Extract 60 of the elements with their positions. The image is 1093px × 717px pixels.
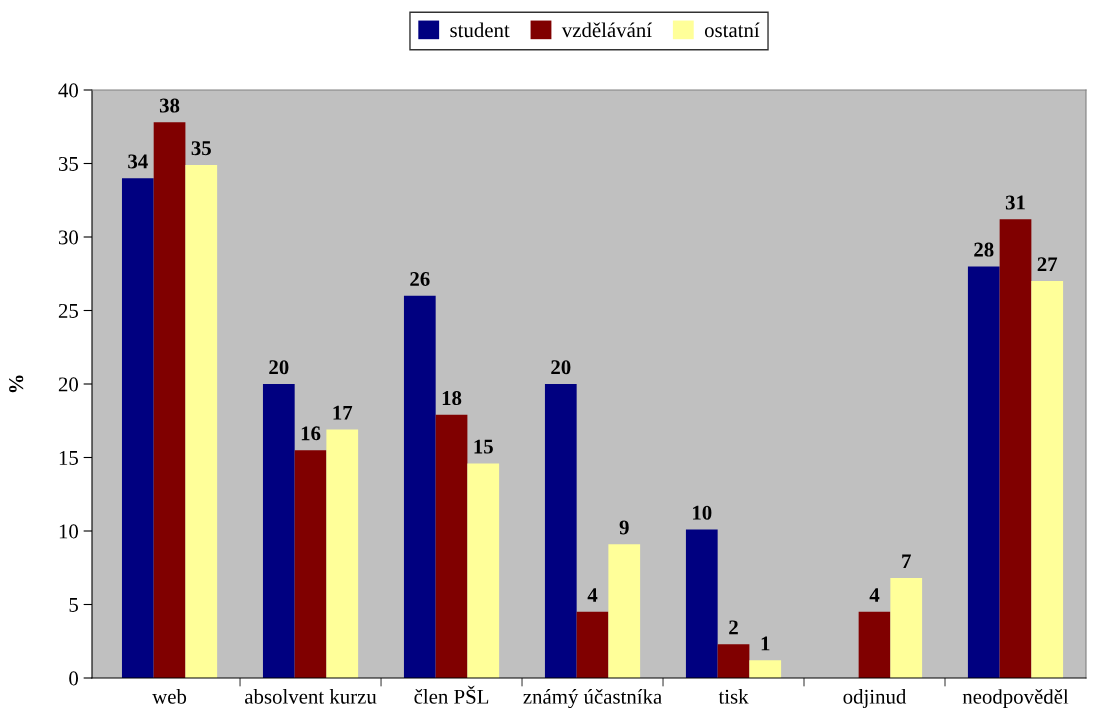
x-tick-label: člen PŠL (414, 685, 489, 704)
y-tick-label: 30 (58, 230, 79, 245)
x-tick-label: tisk (718, 689, 749, 704)
data-label: 28 (974, 242, 994, 257)
data-label: 1 (761, 636, 770, 651)
y-tick-label: 35 (58, 156, 78, 171)
x-tick-label: neodpověděl (962, 689, 1069, 709)
legend-label: vzdělávání (561, 22, 652, 38)
bar (749, 660, 782, 678)
bar (294, 450, 327, 678)
data-label: 38 (159, 98, 180, 113)
data-label: 2 (729, 620, 738, 635)
data-label: 9 (619, 520, 629, 535)
y-tick-label: 15 (59, 450, 78, 465)
bar (185, 164, 218, 678)
bar (576, 611, 609, 678)
bar (717, 644, 750, 678)
bar (999, 219, 1032, 678)
x-tick-label: absolvent kurzu (245, 689, 377, 704)
data-label: 4 (587, 588, 598, 602)
y-tick-label: 5 (69, 598, 78, 612)
data-label: 4 (869, 588, 880, 602)
bar (326, 429, 359, 678)
data-label: 20 (551, 360, 571, 375)
x-tick-label: odjinud (843, 689, 907, 708)
y-tick-label: 10 (59, 524, 79, 539)
bar (435, 414, 468, 678)
bar (262, 384, 295, 678)
legend-label: ostatní (704, 22, 760, 38)
legend-label: student (450, 22, 510, 38)
y-tick-label: 40 (58, 83, 79, 98)
bar (890, 578, 923, 678)
y-axis-title: % (9, 375, 24, 393)
y-tick-label: 0 (69, 671, 79, 686)
data-label: 18 (442, 391, 462, 406)
y-tick-label: 25 (58, 303, 78, 318)
data-label: 31 (1005, 195, 1025, 210)
data-label: 20 (269, 360, 289, 375)
data-label: 34 (128, 154, 148, 169)
data-label: 15 (474, 439, 493, 454)
x-tick-label: web (152, 689, 187, 704)
data-label: 17 (333, 405, 353, 420)
bar (153, 122, 186, 678)
bar (544, 384, 577, 678)
data-label: 16 (301, 426, 321, 441)
bar (467, 463, 500, 678)
data-label: 27 (1037, 257, 1058, 272)
y-tick-label: 20 (58, 377, 79, 392)
data-label: 35 (191, 141, 211, 156)
bar (403, 295, 436, 678)
x-tick-label: známý účastníka (523, 689, 662, 709)
bar (608, 544, 641, 678)
data-label: 7 (902, 554, 911, 569)
bar (1031, 281, 1064, 678)
bar (121, 178, 154, 678)
data-label: 10 (693, 505, 712, 520)
bar (967, 266, 1000, 678)
bar (858, 611, 891, 678)
data-label: 26 (410, 272, 430, 287)
bar (685, 529, 718, 678)
